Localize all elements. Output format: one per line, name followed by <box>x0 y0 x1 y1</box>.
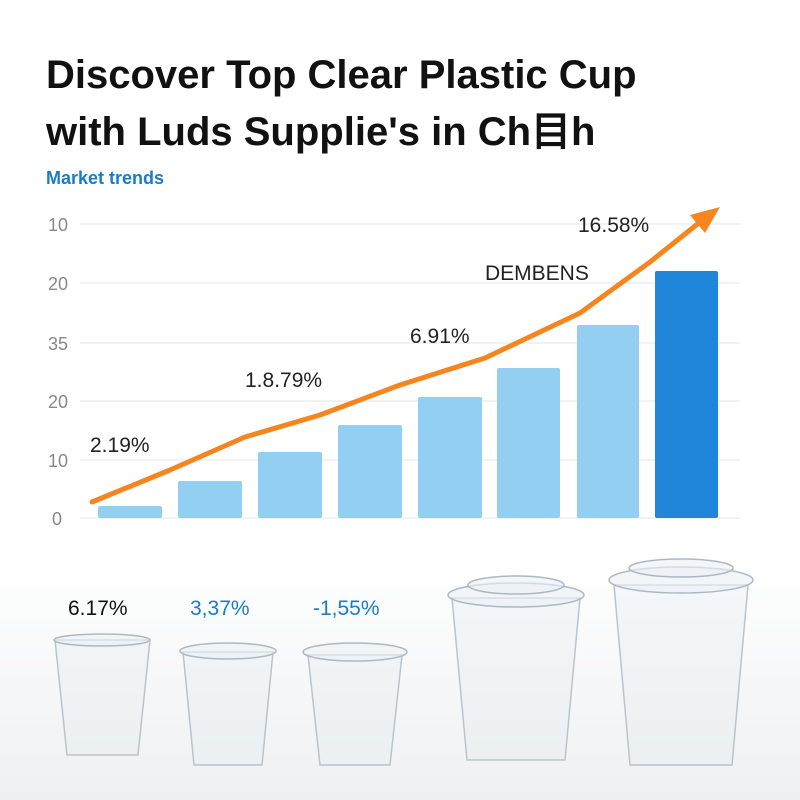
bar <box>258 452 322 518</box>
axis-label: 0 <box>52 509 62 529</box>
cup-label: 3,37% <box>190 597 250 620</box>
bar <box>418 397 482 518</box>
bar <box>98 506 162 518</box>
trend-line <box>89 219 703 505</box>
cup <box>613 584 749 766</box>
cup-label: -1,55% <box>313 597 380 620</box>
bar <box>178 481 242 518</box>
annotation: DEMBENS <box>485 262 589 285</box>
cup <box>451 597 581 761</box>
bars <box>98 271 718 518</box>
cup-dome <box>628 558 734 578</box>
axis-labels: 10 20 35 20 10 0 <box>48 215 68 529</box>
cup <box>182 651 274 766</box>
cup-label: 6.17% <box>68 597 128 620</box>
axis-label: 20 <box>48 274 68 294</box>
axis-label: 10 <box>48 451 68 471</box>
bar <box>655 271 718 518</box>
title-line: Discover Top Clear Plastic Cup <box>46 53 637 97</box>
annotation: 2.19% <box>90 434 150 457</box>
cup <box>54 639 151 756</box>
cup-lid <box>302 642 408 662</box>
axis-label: 20 <box>48 392 68 412</box>
bar <box>497 368 560 518</box>
axis-label: 10 <box>48 215 68 235</box>
subtitle: Market trends <box>46 168 164 188</box>
annotation: 1.8.79% <box>245 369 322 392</box>
cup-lid <box>179 642 277 660</box>
cup-rim <box>53 633 151 647</box>
trend-arrow <box>690 207 720 233</box>
title-line: with Luds Supplie's in Ch目h <box>45 110 596 154</box>
annotation: 6.91% <box>410 325 470 348</box>
cup-dome <box>467 575 565 595</box>
axis-label: 35 <box>48 334 68 354</box>
annotation: 16.58% <box>578 214 649 237</box>
bar <box>338 425 402 518</box>
cup <box>307 654 403 766</box>
cups <box>53 558 754 766</box>
bar <box>577 325 639 518</box>
